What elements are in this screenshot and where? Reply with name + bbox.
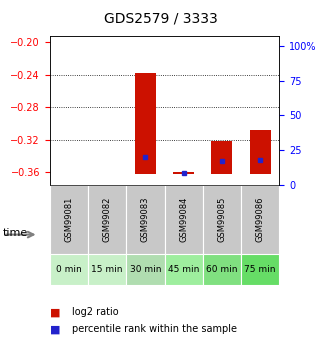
Text: 60 min: 60 min: [206, 265, 238, 274]
Bar: [203, 254, 241, 285]
Text: ■: ■: [50, 307, 60, 317]
Text: 15 min: 15 min: [91, 265, 123, 274]
Bar: [135, 73, 156, 174]
Text: 45 min: 45 min: [168, 265, 199, 274]
Text: 0 min: 0 min: [56, 265, 82, 274]
Bar: [203, 185, 241, 254]
Text: time: time: [3, 228, 29, 238]
Bar: [88, 254, 126, 285]
Bar: [88, 185, 126, 254]
Bar: [211, 141, 232, 174]
Text: GSM99082: GSM99082: [103, 196, 112, 242]
Text: GSM99083: GSM99083: [141, 196, 150, 242]
Text: GSM99086: GSM99086: [256, 196, 265, 242]
Text: GDS2579 / 3333: GDS2579 / 3333: [104, 12, 217, 26]
Bar: [50, 254, 88, 285]
Text: GSM99085: GSM99085: [217, 196, 226, 242]
Bar: [173, 172, 194, 174]
Text: 75 min: 75 min: [244, 265, 276, 274]
Bar: [50, 185, 88, 254]
Text: GSM99084: GSM99084: [179, 196, 188, 242]
Bar: [126, 254, 164, 285]
Text: percentile rank within the sample: percentile rank within the sample: [72, 325, 237, 334]
Text: ■: ■: [50, 325, 60, 334]
Bar: [250, 130, 271, 174]
Bar: [164, 185, 203, 254]
Bar: [164, 254, 203, 285]
Text: GSM99081: GSM99081: [65, 196, 74, 242]
Text: 30 min: 30 min: [130, 265, 161, 274]
Bar: [241, 254, 279, 285]
Bar: [241, 185, 279, 254]
Text: log2 ratio: log2 ratio: [72, 307, 119, 317]
Bar: [126, 185, 164, 254]
